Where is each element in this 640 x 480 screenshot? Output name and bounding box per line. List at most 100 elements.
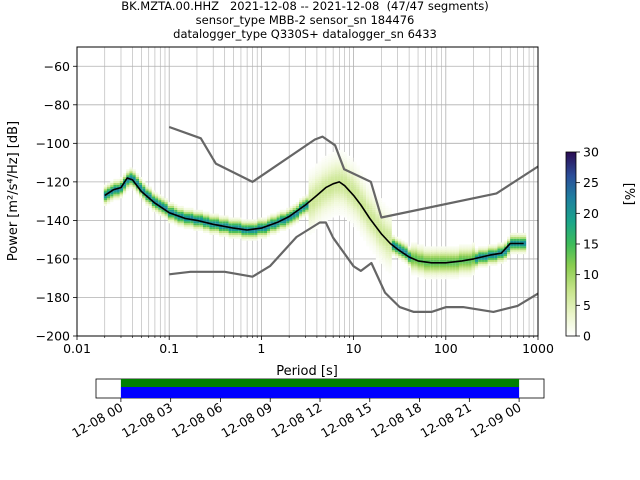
heatmap-cell: [494, 252, 498, 255]
heatmap-cell: [366, 242, 370, 245]
heatmap-cell: [132, 171, 136, 174]
y-tick-label: −160: [36, 251, 70, 266]
heatmap-cell: [385, 269, 389, 272]
heatmap-cell: [356, 173, 360, 176]
heatmap-cell: [356, 215, 360, 218]
heatmap-cell: [228, 229, 232, 231]
heatmap-cell: [366, 231, 370, 233]
heatmap-cell: [366, 190, 370, 193]
heatmap-cell: [334, 165, 338, 168]
heatmap-cell: [475, 261, 479, 264]
heatmap-cell: [167, 213, 171, 216]
heatmap-cell: [455, 263, 459, 266]
heatmap-cell: [369, 215, 373, 218]
heatmap-cell: [311, 213, 315, 216]
heatmap-cell: [142, 194, 146, 197]
heatmap-cell: [324, 215, 328, 218]
heatmap-cell: [359, 196, 363, 199]
heatmap-cell: [439, 254, 443, 257]
heatmap-cell: [398, 240, 402, 243]
heatmap-cell: [190, 223, 194, 226]
heatmap-cell: [110, 186, 114, 189]
heatmap-cell: [350, 209, 354, 212]
heatmap-cell: [337, 167, 341, 170]
heatmap-cell: [366, 186, 370, 189]
heatmap-cell: [494, 254, 498, 257]
heatmap-cell: [430, 271, 434, 274]
heatmap-cell: [135, 177, 139, 179]
heatmap-cell: [407, 263, 411, 266]
heatmap-cell: [241, 236, 245, 239]
heatmap-cell: [183, 213, 187, 216]
heatmap-cell: [363, 175, 367, 178]
heatmap-cell: [385, 205, 389, 208]
heatmap-cell: [475, 265, 479, 268]
heatmap-cell: [183, 227, 187, 230]
heatmap-cell: [347, 213, 351, 216]
heatmap-cell: [158, 204, 162, 206]
heatmap-cell: [375, 211, 379, 214]
heatmap-cell: [382, 213, 386, 216]
heatmap-cell: [315, 205, 319, 208]
heatmap-cell: [439, 263, 443, 266]
heatmap-cell: [324, 171, 328, 174]
heatmap-cell: [459, 244, 463, 247]
heatmap-cell: [395, 254, 399, 257]
heatmap-cell: [340, 194, 344, 197]
heatmap-cell: [366, 207, 370, 210]
heatmap-cell: [347, 198, 351, 201]
heatmap-cell: [385, 265, 389, 268]
heatmap-cell: [334, 161, 338, 164]
heatmap-cell: [337, 192, 341, 195]
heatmap-cell: [430, 263, 434, 266]
heatmap-cell: [174, 219, 178, 222]
heatmap-cell: [353, 161, 357, 164]
heatmap-cell: [228, 232, 232, 235]
heatmap-cell: [327, 200, 331, 203]
heatmap-cell: [449, 248, 453, 251]
heatmap-cell: [455, 246, 459, 249]
heatmap-cell: [468, 246, 472, 249]
heatmap-cell: [321, 169, 325, 172]
heatmap-cell: [388, 207, 392, 210]
heatmap-cell: [385, 259, 389, 262]
heatmap-cell: [494, 261, 498, 264]
heatmap-cell: [308, 171, 312, 174]
heatmap-cell: [388, 221, 392, 224]
heatmap-cell: [385, 236, 389, 239]
heatmap-cell: [363, 223, 367, 226]
heatmap-cell: [126, 171, 130, 174]
heatmap-cell: [353, 184, 357, 187]
heatmap-cell: [196, 223, 200, 226]
heatmap-cell: [340, 167, 344, 170]
heatmap-cell: [139, 184, 143, 187]
heatmap-cell: [270, 213, 274, 216]
heatmap-cell: [311, 192, 315, 195]
heatmap-cell: [350, 163, 354, 166]
heatmap-cell: [513, 240, 517, 243]
heatmap-cell: [308, 169, 312, 172]
heatmap-cell: [439, 269, 443, 272]
heatmap-cell: [251, 227, 255, 230]
heatmap-cell: [247, 234, 251, 237]
heatmap-cell: [446, 259, 450, 262]
heatmap-cell: [215, 221, 219, 224]
heatmap-cell: [289, 211, 293, 214]
heatmap-cell: [132, 178, 136, 181]
heatmap-cell: [308, 180, 312, 183]
heatmap-cell: [465, 248, 469, 251]
heatmap-cell: [507, 248, 511, 251]
heatmap-cell: [459, 275, 463, 278]
heatmap-cell: [123, 186, 127, 189]
heatmap-cell: [385, 211, 389, 214]
heatmap-cell: [350, 219, 354, 222]
heatmap-cell: [433, 252, 437, 255]
heatmap-cell: [388, 232, 392, 235]
heatmap-cell: [436, 273, 440, 276]
heatmap-cell: [519, 250, 523, 253]
heatmap-cell: [235, 221, 239, 224]
heatmap-cell: [254, 223, 258, 226]
heatmap-cell: [423, 275, 427, 278]
heatmap-cell: [311, 227, 315, 230]
heatmap-cell: [324, 184, 328, 187]
